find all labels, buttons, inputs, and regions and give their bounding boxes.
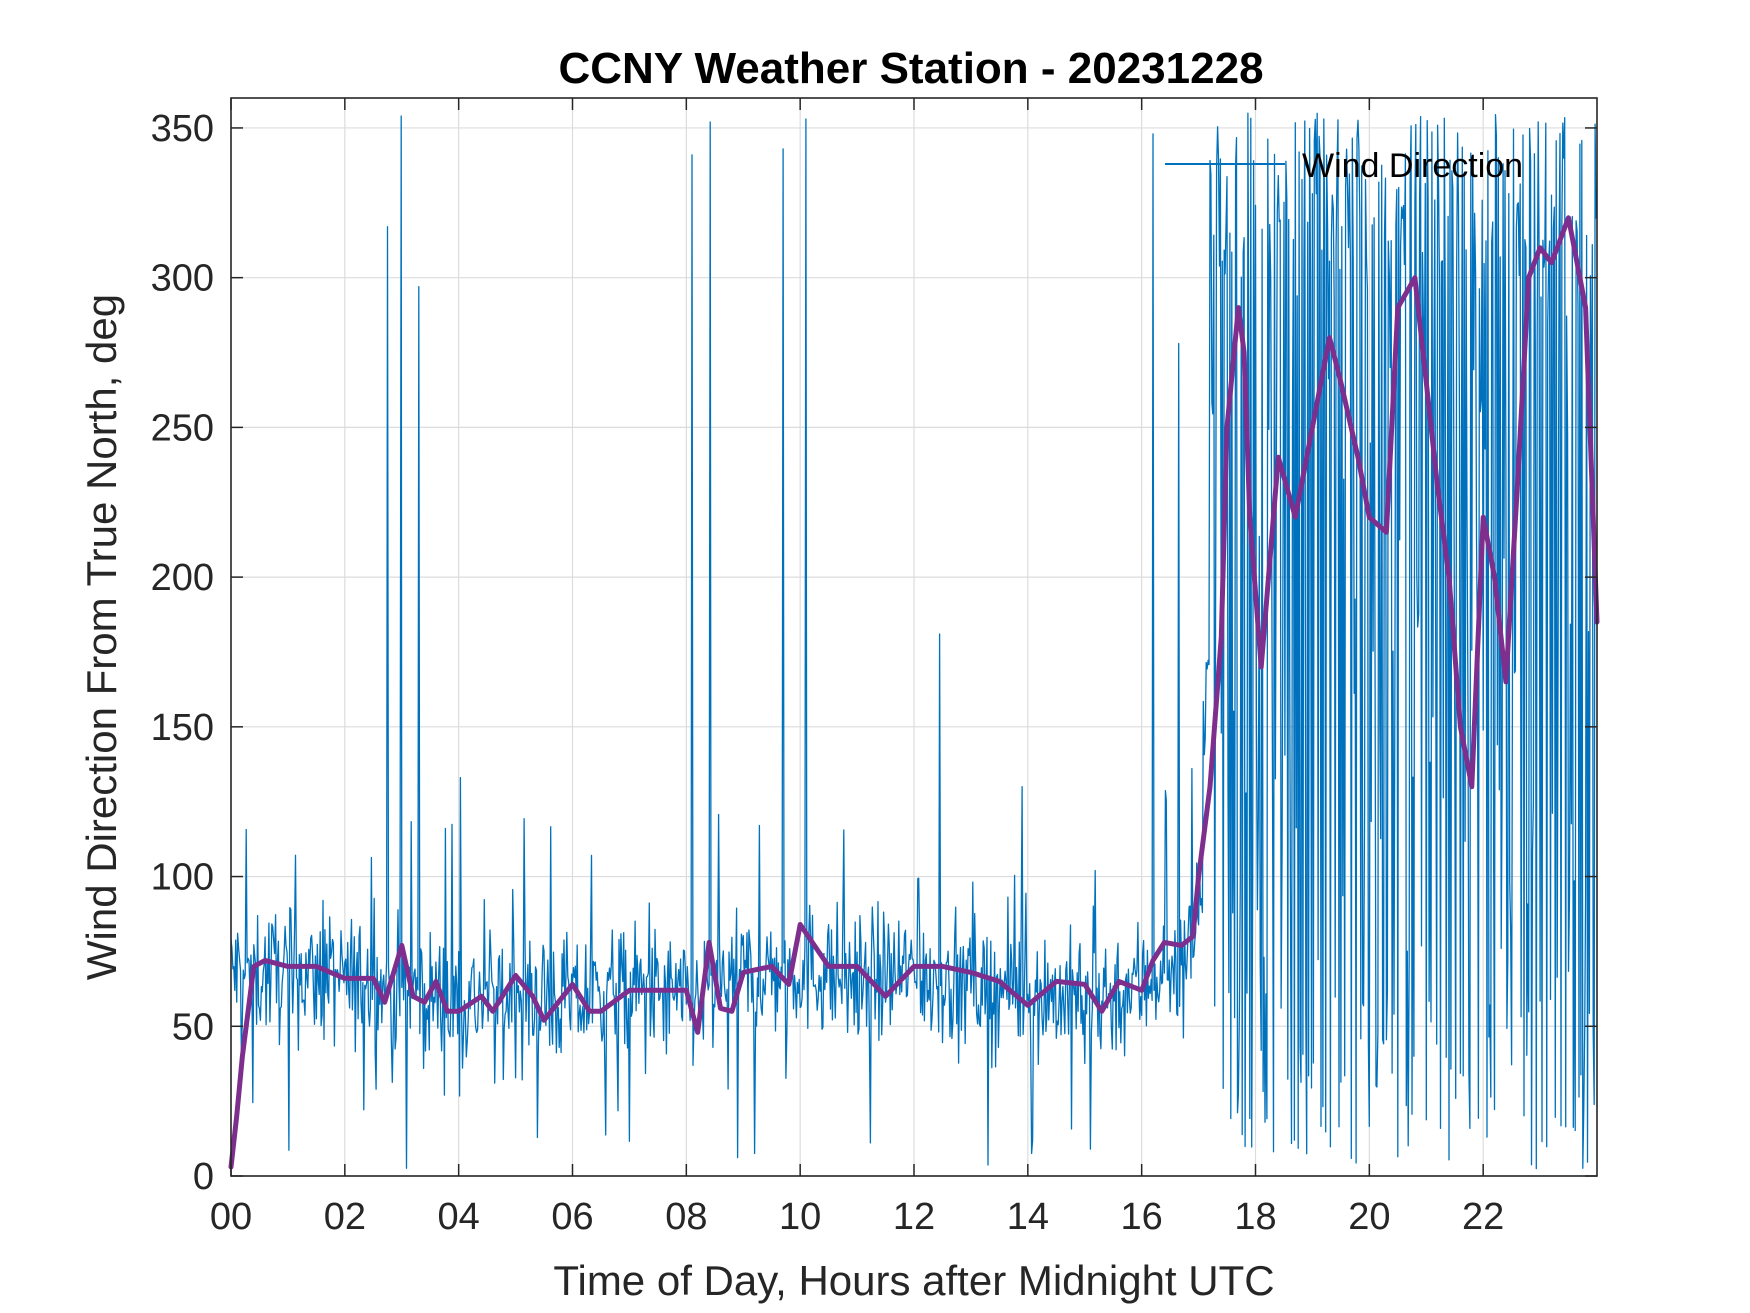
x-tick-label-08: 08	[665, 1196, 707, 1238]
x-axis-label: Time of Day, Hours after Midnight UTC	[553, 1257, 1274, 1304]
legend-label-wind-direction: Wind Direction	[1302, 147, 1523, 185]
y-axis-label: Wind Direction From True North, deg	[78, 294, 125, 980]
x-tick-label-00: 00	[210, 1196, 252, 1238]
y-tick-label-200: 200	[151, 557, 214, 599]
x-tick-label-10: 10	[779, 1196, 821, 1238]
x-tick-label-14: 14	[1007, 1196, 1049, 1238]
y-tick-label-0: 0	[193, 1156, 214, 1198]
series-smoothed	[228, 215, 1600, 1170]
y-tick-label-100: 100	[151, 857, 214, 899]
x-tick-label-06: 06	[551, 1196, 593, 1238]
y-tick-label-250: 250	[151, 407, 214, 449]
x-tick-label-02: 02	[324, 1196, 366, 1238]
y-tick-label-300: 300	[151, 258, 214, 300]
series-layer	[228, 112, 1600, 1170]
x-tick-label-20: 20	[1348, 1196, 1390, 1238]
x-tick-label-12: 12	[893, 1196, 935, 1238]
x-tick-label-04: 04	[438, 1196, 480, 1238]
x-tick-label-16: 16	[1121, 1196, 1163, 1238]
chart-title: CCNY Weather Station - 20231228	[558, 44, 1263, 93]
x-tick-label-22: 22	[1462, 1196, 1504, 1238]
y-tick-label-150: 150	[151, 707, 214, 749]
x-tick-label-18: 18	[1234, 1196, 1276, 1238]
legend: Wind Direction	[1165, 147, 1523, 185]
axes: 00 02 04 06 08 10 12 14 16 18 20 22 0 50 100 150 200 250 3…	[151, 97, 1598, 1238]
y-tick-label-350: 350	[151, 108, 214, 150]
y-tick-label-50: 50	[172, 1006, 214, 1048]
